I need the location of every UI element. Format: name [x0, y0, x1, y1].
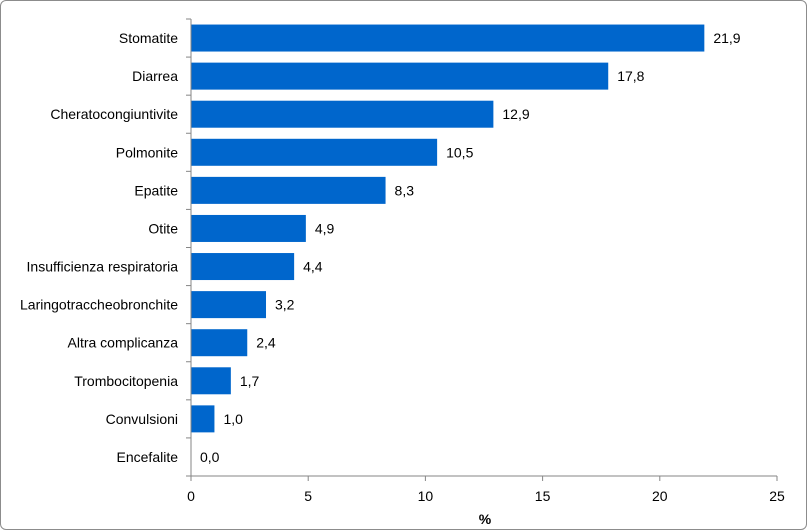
value-label: 3,2 [275, 297, 295, 313]
bar [191, 138, 438, 166]
category-label: Stomatite [119, 30, 178, 46]
bar [191, 329, 248, 357]
value-label: 8,3 [395, 182, 415, 198]
category-label: Polmonite [116, 144, 178, 160]
category-label: Convulsioni [106, 411, 178, 427]
category-label: Laringotraccheobronchite [20, 297, 178, 313]
bar [191, 100, 494, 128]
bar [191, 24, 705, 52]
value-label: 12,9 [502, 106, 529, 122]
bar [191, 291, 267, 319]
axis-layer: 0 5 10 15 20 25 [186, 18, 785, 504]
value-label: 21,9 [713, 30, 740, 46]
x-tick-label: 5 [304, 488, 312, 504]
category-label: Encefalite [117, 449, 179, 465]
x-tick-label: 25 [769, 488, 785, 504]
bar [191, 62, 609, 90]
value-label: 0,0 [200, 449, 220, 465]
value-label: 2,4 [256, 335, 276, 351]
x-tick-label: 10 [418, 488, 434, 504]
value-label: 4,4 [303, 259, 323, 275]
category-label: Epatite [134, 182, 178, 198]
bar [191, 176, 386, 204]
value-label: 10,5 [446, 144, 473, 160]
value-label: 1,7 [240, 373, 260, 389]
category-label: Trombocitopenia [74, 373, 178, 389]
category-label: Insufficienza respiratoria [27, 259, 179, 275]
bars-layer [191, 24, 705, 433]
x-axis-title: % [479, 511, 492, 527]
category-label: Otite [148, 220, 178, 236]
x-tick-label: 20 [652, 488, 668, 504]
category-label: Diarrea [132, 68, 178, 84]
bar [191, 367, 231, 395]
category-label: Cheratocongiuntivite [50, 106, 178, 122]
bar [191, 214, 306, 242]
bar [191, 405, 215, 433]
labels-layer: Stomatite 21,9 Diarrea 17,8 Cheratocongiunti… [20, 30, 741, 465]
x-tick-label: 0 [187, 488, 195, 504]
x-tick-label: 15 [535, 488, 551, 504]
value-label: 1,0 [223, 411, 243, 427]
value-label: 17,8 [617, 68, 644, 84]
bar [191, 253, 295, 281]
value-label: 4,9 [315, 220, 335, 236]
category-label: Altra complicanza [68, 335, 179, 351]
